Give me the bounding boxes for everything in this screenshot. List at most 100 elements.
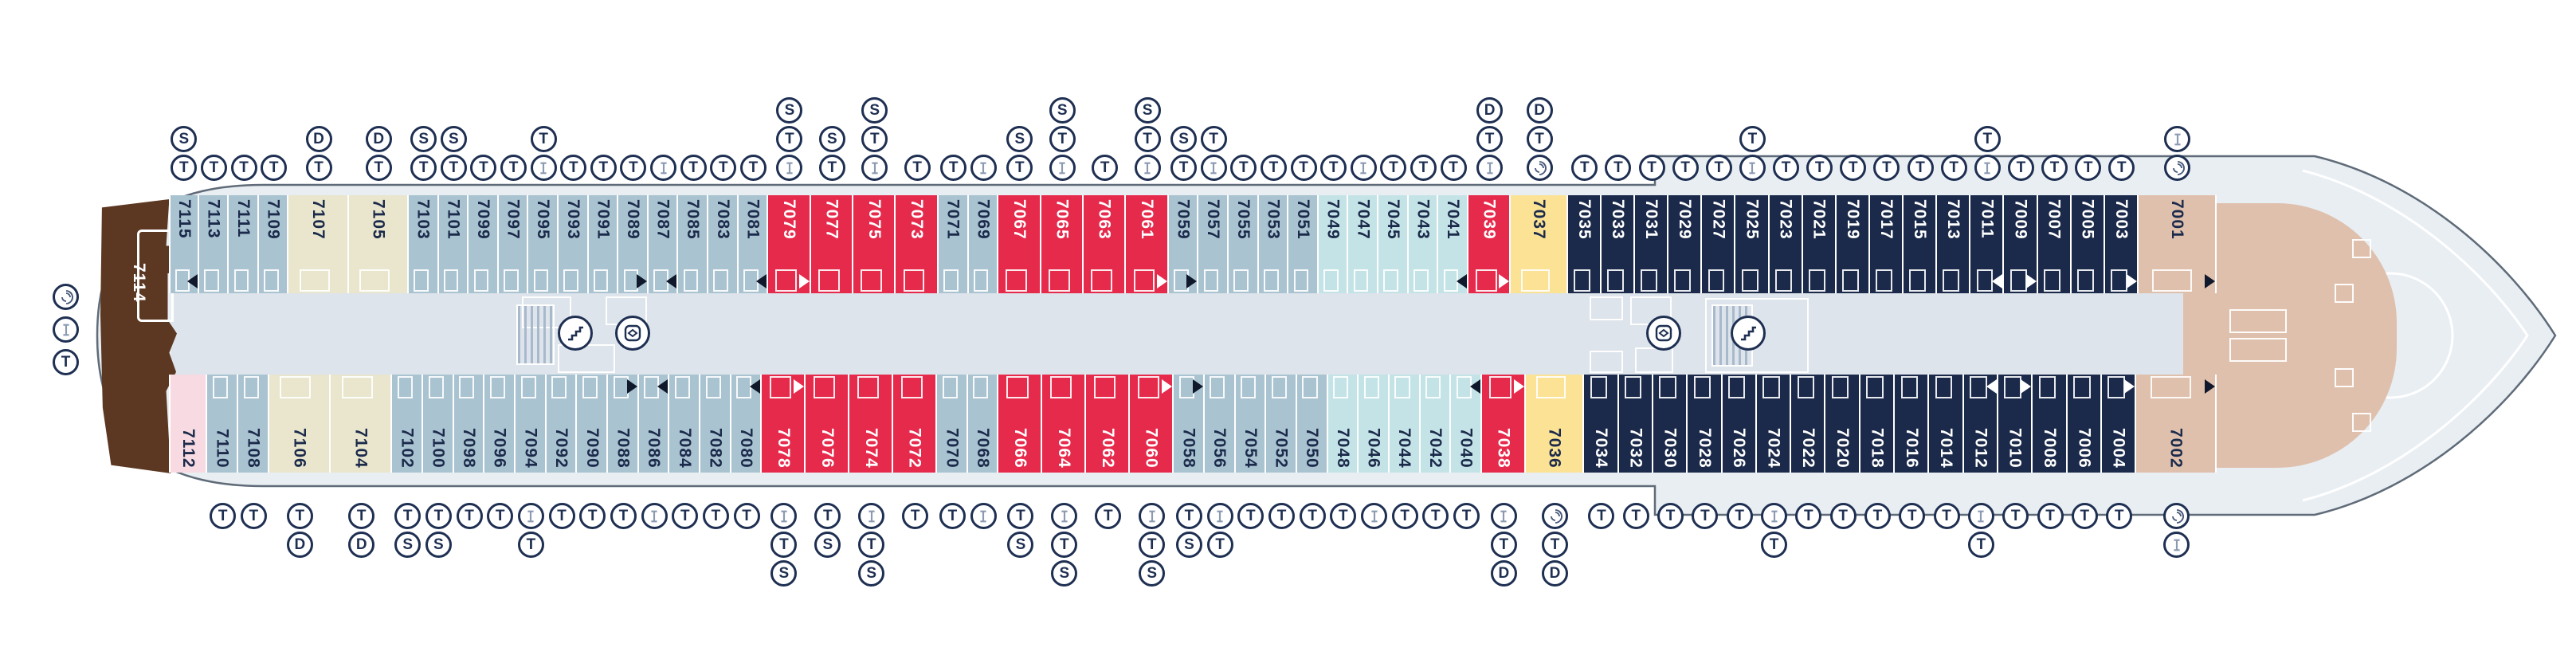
cabin-7005[interactable]: 7005 <box>2071 195 2105 293</box>
cabin-7058[interactable]: 7058 <box>1174 375 1205 473</box>
cabin-7012[interactable]: 7012 <box>1963 375 1999 473</box>
cabin-7032[interactable]: 7032 <box>1618 375 1653 473</box>
cabin-7096[interactable]: 7096 <box>484 375 516 473</box>
cabin-7038[interactable]: 7038 <box>1481 375 1526 473</box>
cabin-7052[interactable]: 7052 <box>1266 375 1297 473</box>
cabin-7080[interactable]: 7080 <box>731 375 763 473</box>
cabin-7039[interactable]: 7039 <box>1468 195 1511 293</box>
cabin-7015[interactable]: 7015 <box>1904 195 1938 293</box>
cabin-7084[interactable]: 7084 <box>669 375 701 473</box>
cabin-7068[interactable]: 7068 <box>967 375 999 473</box>
cabin-7051[interactable]: 7051 <box>1288 195 1319 293</box>
cabin-7047[interactable]: 7047 <box>1348 195 1379 293</box>
cabin-7017[interactable]: 7017 <box>1869 195 1904 293</box>
cabin-7078[interactable]: 7078 <box>762 375 806 473</box>
cabin-7099[interactable]: 7099 <box>469 195 499 293</box>
cabin-7085[interactable]: 7085 <box>678 195 708 293</box>
cabin-7094[interactable]: 7094 <box>516 375 547 473</box>
cabin-7067[interactable]: 7067 <box>998 195 1041 293</box>
cabin-7013[interactable]: 7013 <box>1937 195 1971 293</box>
cabin-7061[interactable]: 7061 <box>1126 195 1169 293</box>
cabin-7018[interactable]: 7018 <box>1860 375 1896 473</box>
cabin-7108[interactable]: 7108 <box>238 375 269 473</box>
cabin-7008[interactable]: 7008 <box>2033 375 2068 473</box>
cabin-7062[interactable]: 7062 <box>1086 375 1131 473</box>
cabin-7082[interactable]: 7082 <box>700 375 731 473</box>
cabin-7001[interactable]: 7001 <box>2138 195 2217 293</box>
cabin-7035[interactable]: 7035 <box>1567 195 1602 293</box>
cabin-7081[interactable]: 7081 <box>738 195 769 293</box>
cabin-7088[interactable]: 7088 <box>608 375 639 473</box>
cabin-7097[interactable]: 7097 <box>498 195 529 293</box>
cabin-7079[interactable]: 7079 <box>768 195 811 293</box>
cabin-7071[interactable]: 7071 <box>938 195 969 293</box>
cabin-7023[interactable]: 7023 <box>1769 195 1803 293</box>
cabin-7022[interactable]: 7022 <box>1791 375 1826 473</box>
cabin-7026[interactable]: 7026 <box>1722 375 1757 473</box>
cabin-7098[interactable]: 7098 <box>453 375 485 473</box>
cabin-7076[interactable]: 7076 <box>806 375 850 473</box>
cabin-7073[interactable]: 7073 <box>896 195 939 293</box>
cabin-7050[interactable]: 7050 <box>1296 375 1328 473</box>
cabin-7041[interactable]: 7041 <box>1438 195 1468 293</box>
cabin-7083[interactable]: 7083 <box>708 195 739 293</box>
cabin-7028[interactable]: 7028 <box>1688 375 1723 473</box>
cabin-7065[interactable]: 7065 <box>1041 195 1084 293</box>
cabin-7107[interactable]: 7107 <box>288 195 349 293</box>
cabin-7043[interactable]: 7043 <box>1408 195 1439 293</box>
cabin-7087[interactable]: 7087 <box>648 195 679 293</box>
cabin-7063[interactable]: 7063 <box>1083 195 1127 293</box>
cabin-7029[interactable]: 7029 <box>1668 195 1703 293</box>
cabin-7077[interactable]: 7077 <box>810 195 854 293</box>
cabin-7070[interactable]: 7070 <box>937 375 968 473</box>
cabin-7074[interactable]: 7074 <box>849 375 894 473</box>
cabin-7007[interactable]: 7007 <box>2037 195 2072 293</box>
cabin-7006[interactable]: 7006 <box>2067 375 2102 473</box>
cabin-7072[interactable]: 7072 <box>893 375 938 473</box>
cabin-7048[interactable]: 7048 <box>1327 375 1359 473</box>
cabin-7111[interactable]: 7111 <box>229 195 259 293</box>
cabin-7095[interactable]: 7095 <box>528 195 559 293</box>
cabin-7036[interactable]: 7036 <box>1525 375 1585 473</box>
cabin-7106[interactable]: 7106 <box>269 375 331 473</box>
cabin-7021[interactable]: 7021 <box>1802 195 1837 293</box>
cabin-7054[interactable]: 7054 <box>1235 375 1267 473</box>
cabin-7009[interactable]: 7009 <box>2004 195 2038 293</box>
cabin-7060[interactable]: 7060 <box>1130 375 1174 473</box>
cabin-7055[interactable]: 7055 <box>1229 195 1259 293</box>
cabin-7093[interactable]: 7093 <box>558 195 589 293</box>
cabin-7069[interactable]: 7069 <box>968 195 999 293</box>
cabin-7075[interactable]: 7075 <box>853 195 896 293</box>
cabin-7101[interactable]: 7101 <box>438 195 469 293</box>
cabin-7091[interactable]: 7091 <box>588 195 619 293</box>
cabin-7037[interactable]: 7037 <box>1511 195 1568 293</box>
cabin-7089[interactable]: 7089 <box>618 195 649 293</box>
cabin-7053[interactable]: 7053 <box>1258 195 1289 293</box>
cabin-7033[interactable]: 7033 <box>1601 195 1636 293</box>
cabin-7103[interactable]: 7103 <box>408 195 439 293</box>
cabin-7113[interactable]: 7113 <box>198 195 229 293</box>
cabin-7115[interactable]: 7115 <box>169 195 199 293</box>
cabin-7086[interactable]: 7086 <box>638 375 670 473</box>
cabin-7016[interactable]: 7016 <box>1895 375 1930 473</box>
cabin-7104[interactable]: 7104 <box>331 375 393 473</box>
cabin-7102[interactable]: 7102 <box>392 375 424 473</box>
cabin-7040[interactable]: 7040 <box>1451 375 1482 473</box>
cabin-7064[interactable]: 7064 <box>1042 375 1087 473</box>
cabin-7109[interactable]: 7109 <box>258 195 289 293</box>
cabin-7034[interactable]: 7034 <box>1584 375 1619 473</box>
cabin-7042[interactable]: 7042 <box>1420 375 1452 473</box>
cabin-7046[interactable]: 7046 <box>1359 375 1390 473</box>
cabin-7031[interactable]: 7031 <box>1635 195 1669 293</box>
cabin-7056[interactable]: 7056 <box>1204 375 1236 473</box>
cabin-7024[interactable]: 7024 <box>1756 375 1792 473</box>
cabin-7105[interactable]: 7105 <box>348 195 409 293</box>
cabin-7030[interactable]: 7030 <box>1653 375 1688 473</box>
cabin-7004[interactable]: 7004 <box>2101 375 2137 473</box>
cabin-7045[interactable]: 7045 <box>1378 195 1409 293</box>
cabin-7014[interactable]: 7014 <box>1929 375 1964 473</box>
cabin-7090[interactable]: 7090 <box>577 375 609 473</box>
cabin-7100[interactable]: 7100 <box>423 375 454 473</box>
cabin-7020[interactable]: 7020 <box>1825 375 1860 473</box>
cabin-7066[interactable]: 7066 <box>998 375 1043 473</box>
